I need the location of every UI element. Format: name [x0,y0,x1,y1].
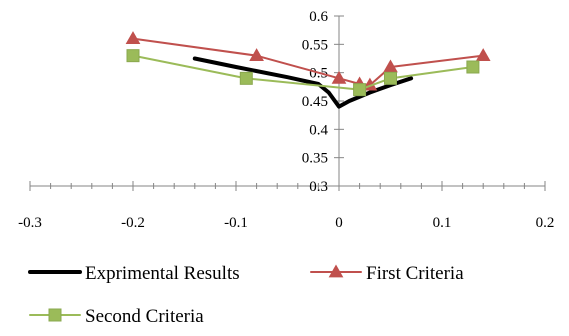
series-line-exprimental-results [192,56,414,109]
data-point [331,70,347,84]
data-point [249,48,264,62]
axes: -0.3 -0.2 -0.1 0 0.1 0.20.30.350.40.450.50.55… [18,9,554,231]
legend-marker [48,308,62,322]
y-tick-label: 0.35 [302,151,328,167]
y-tick-label: 0.4 [309,122,328,138]
data-point [466,60,480,74]
x-tick-label: -0.2 [121,215,145,231]
series-second-criteria [126,49,480,97]
data-point [384,71,397,85]
legend-item-first-criteria: First Criteria [310,263,464,284]
legend: Exprimental Results First Criteria Second … [28,263,464,327]
x-tick-label: 0.1 [433,215,452,231]
x-tick-label: 0 [335,215,343,231]
legend-item-exprimental-results: Exprimental Results [28,263,240,284]
legend-label: Exprimental Results [85,263,240,284]
data-point [125,31,141,45]
series-exprimental-results [192,56,414,109]
data-point [239,71,253,85]
legend-marker [328,264,344,278]
data-point [475,48,491,62]
legend-item-second-criteria: Second Criteria [29,306,204,327]
series-line-second-criteria [132,54,474,91]
x-tick-label: 0.2 [536,215,555,231]
x-tick-label: -0.3 [18,215,42,231]
series-group [125,31,491,109]
x-tick-label: -0.1 [224,215,248,231]
y-tick-label: 0.45 [302,94,328,110]
y-tick-label: 0.6 [309,9,328,25]
legend-label: First Criteria [366,263,464,284]
data-point [353,83,367,97]
y-tick-label: 0.55 [302,37,328,53]
legend-label: Second Criteria [85,306,204,327]
data-point [126,49,140,63]
y-tick-label: 0.3 [309,179,328,195]
